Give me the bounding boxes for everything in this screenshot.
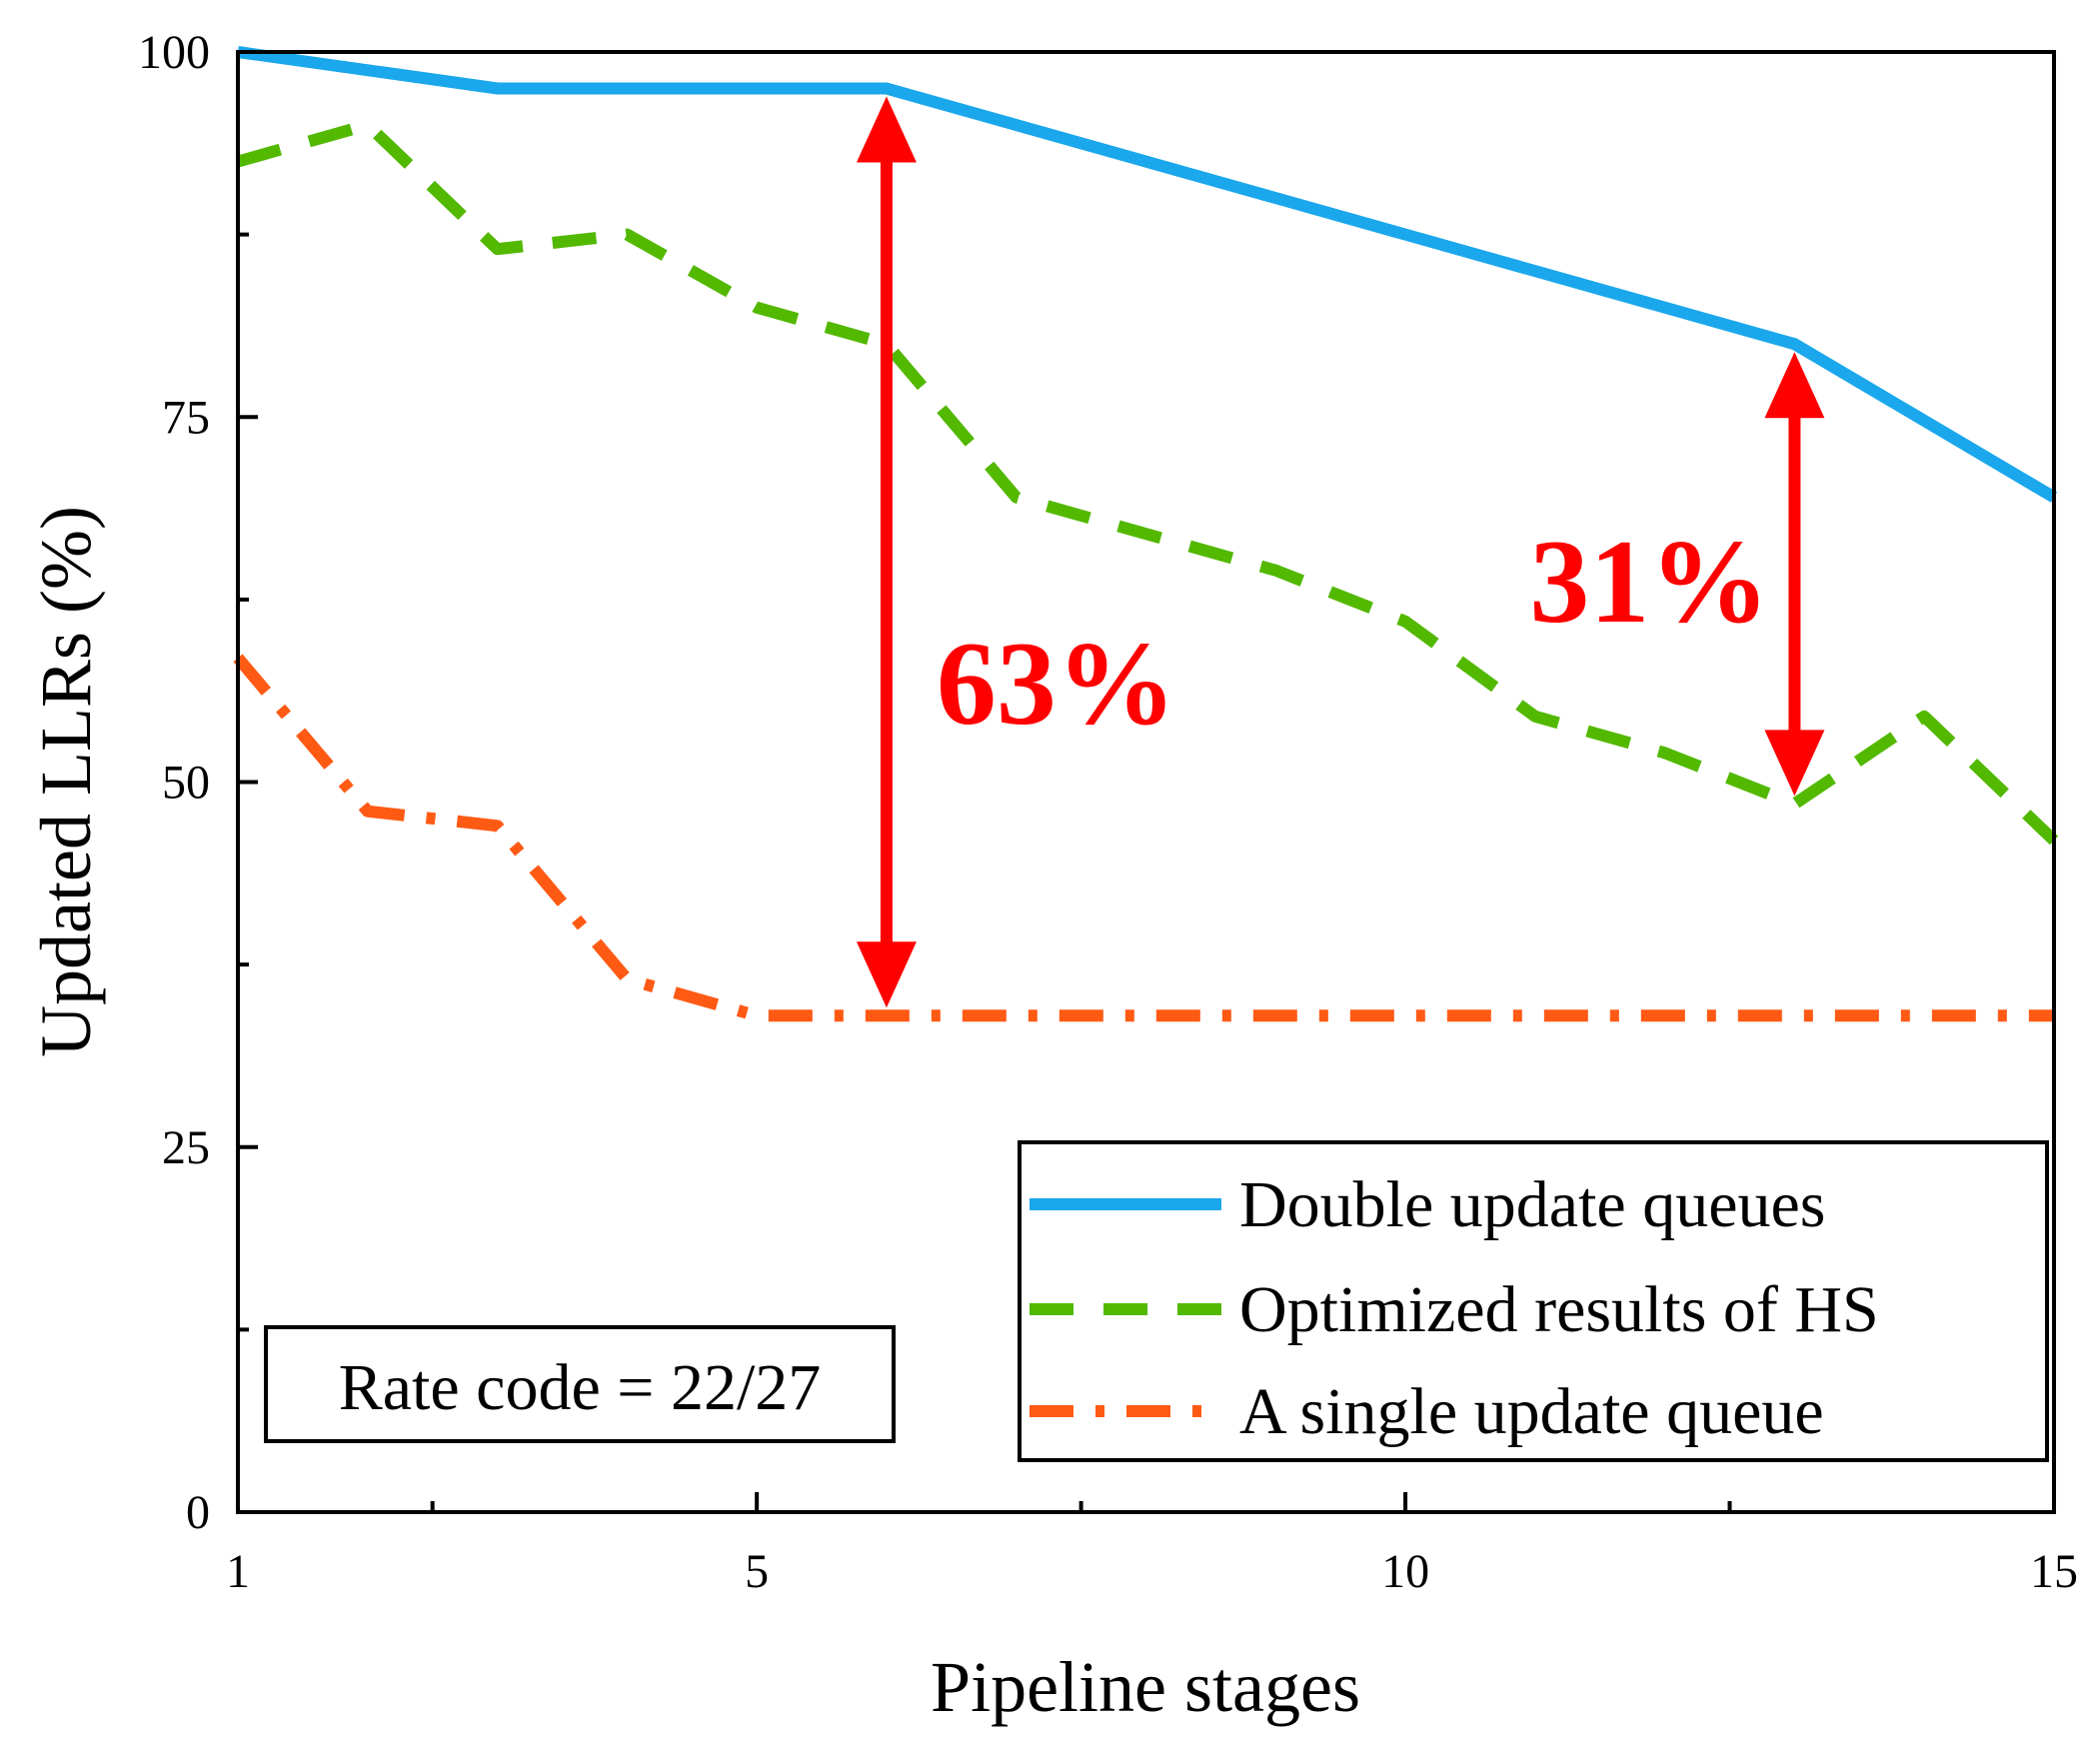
legend-label-2: Optimized results of HS xyxy=(1239,1273,1879,1346)
y-tick-label: 0 xyxy=(186,1486,210,1539)
annotation-arrow-head-up xyxy=(856,96,917,163)
axis-ticks xyxy=(236,50,2056,1514)
legend-label-3: A single update queue xyxy=(1239,1375,1824,1448)
note-text: Rate code = 22/27 xyxy=(339,1351,822,1424)
annotation-arrow-head-down xyxy=(1764,730,1825,797)
y-tick-label: 25 xyxy=(162,1121,210,1174)
y-tick-label: 75 xyxy=(162,391,210,444)
x-axis-title: Pipeline stages xyxy=(931,1647,1360,1727)
annotation-label: 63% xyxy=(937,617,1176,750)
x-tick-label: 15 xyxy=(2030,1545,2078,1598)
note-box-frame xyxy=(264,1325,896,1443)
annotations: 63% 31% xyxy=(856,96,1825,1008)
y-tick-label: 100 xyxy=(138,26,210,79)
series-line-3 xyxy=(233,654,2054,1022)
legend-label-1: Double update queues xyxy=(1239,1168,1826,1241)
y-tick-label: 50 xyxy=(162,757,210,810)
series-line-1 xyxy=(237,46,2058,503)
legend-frame xyxy=(1018,1140,2049,1462)
legend: Double update queues Optimized results of… xyxy=(1018,1140,2049,1462)
rate-code-note: Rate code = 22/27 xyxy=(264,1325,896,1443)
annotation-arrow-head-up xyxy=(1764,352,1825,419)
annotation-arrow-head-down xyxy=(856,941,917,1008)
annotation-label: 31% xyxy=(1529,515,1769,648)
series-line-2 xyxy=(236,119,2059,846)
x-tick-label: 1 xyxy=(226,1545,250,1598)
x-tick-label: 10 xyxy=(1381,1545,1429,1598)
y-axis-title: Updated LLRs (%) xyxy=(26,506,106,1057)
plot-area xyxy=(233,46,2059,1022)
x-tick-label: 5 xyxy=(745,1545,769,1598)
